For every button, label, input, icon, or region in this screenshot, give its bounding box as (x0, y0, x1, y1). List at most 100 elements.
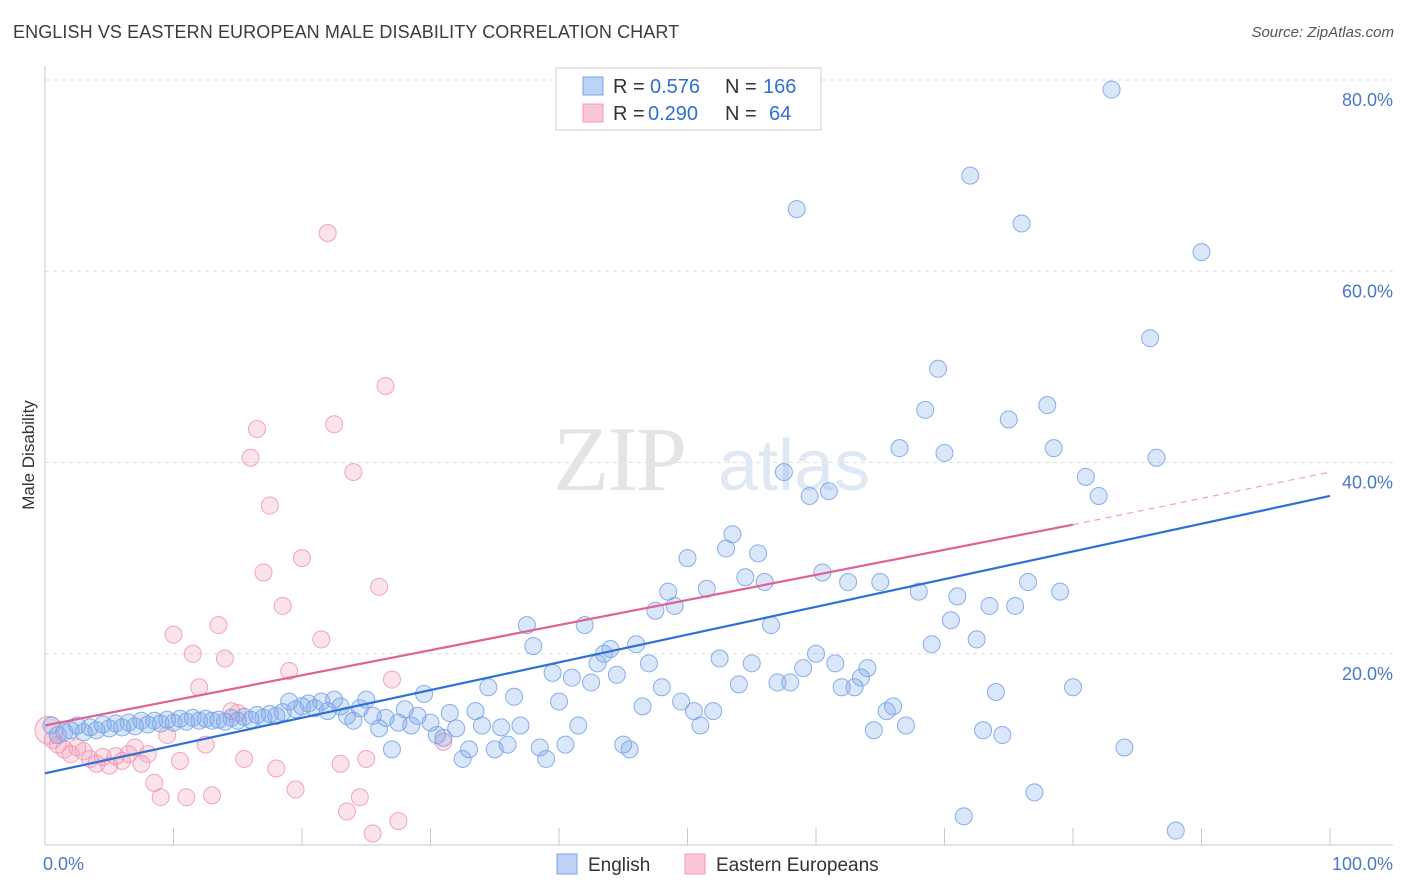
english-point (543, 663, 562, 682)
legend-english-r-label: R = (613, 76, 645, 98)
english-point (704, 702, 723, 721)
english-point (967, 630, 986, 649)
legend-english-icon (556, 853, 578, 875)
legend-eastern-icon (684, 853, 706, 875)
english-point (1012, 214, 1031, 233)
y-tick-label: 20.0% (1342, 664, 1393, 684)
english-point (909, 582, 928, 601)
trend-lines (44, 471, 1331, 775)
english-point (556, 735, 575, 754)
x-tick-label: 100.0% (1332, 854, 1393, 874)
eastern-point (337, 802, 356, 821)
english-point (1019, 573, 1038, 592)
english-point (819, 482, 838, 501)
eastern-point (273, 596, 292, 615)
eastern-point (138, 745, 157, 764)
y-tick-label: 60.0% (1342, 281, 1393, 301)
english-point (325, 690, 344, 709)
english-point (948, 587, 967, 606)
grid-lines (45, 79, 1393, 655)
legend-eastern-swatch (582, 103, 604, 123)
eastern-point (286, 780, 305, 799)
legend-eastern-label: Eastern Europeans (716, 855, 879, 876)
english-point (453, 749, 472, 768)
english-point (864, 721, 883, 740)
eastern-point (203, 786, 222, 805)
axes (44, 66, 1393, 846)
english-point (729, 675, 748, 694)
english-point (582, 673, 601, 692)
english-point (710, 649, 729, 668)
y-tick-label: 40.0% (1342, 473, 1393, 493)
eastern-point (248, 420, 267, 439)
eastern-point (376, 377, 395, 395)
english-point (382, 740, 401, 759)
eastern-point (209, 616, 228, 635)
eastern-point (382, 670, 401, 689)
english-point (672, 692, 691, 711)
english-point (890, 439, 909, 458)
english-point (742, 654, 761, 673)
english-point (691, 716, 710, 735)
english-point (723, 525, 742, 544)
english-point (993, 726, 1012, 745)
english-point (1064, 678, 1082, 697)
eastern-point (215, 649, 234, 668)
english-point (1115, 738, 1134, 757)
english-point (203, 711, 222, 730)
correlation-legend: R = 0.576 N = 166 R = 0.290 N = 64 (555, 67, 822, 131)
eastern-point (357, 749, 376, 768)
english-point (1076, 467, 1095, 486)
english-point (472, 716, 491, 735)
english-trend-line (44, 494, 1331, 775)
eastern-point (325, 415, 344, 434)
english-point (826, 654, 845, 673)
english-point (511, 716, 530, 735)
eastern-point (267, 759, 286, 778)
english-point (961, 166, 980, 185)
english-point (434, 728, 453, 747)
eastern-point (280, 661, 299, 680)
legend-eastern-r-value: 0.290 (648, 103, 698, 125)
english-point (479, 678, 498, 697)
english-point (1044, 439, 1063, 458)
english-point (492, 718, 511, 737)
english-point (941, 611, 960, 630)
english-point (839, 573, 858, 592)
english-point (787, 200, 806, 219)
eastern-point (350, 788, 369, 807)
legend-english-swatch (582, 76, 604, 96)
english-point (1141, 329, 1160, 348)
series-english-points (42, 80, 1211, 840)
english-point (999, 410, 1018, 429)
eastern-point (132, 754, 151, 773)
english-point (370, 719, 389, 738)
english-point (620, 740, 639, 759)
english-point (562, 668, 581, 687)
eastern-point (331, 754, 350, 773)
english-point (1147, 448, 1166, 467)
eastern-point (344, 463, 363, 482)
y-axis-tick-labels: 20.0% 40.0% 60.0% 80.0% (1342, 90, 1393, 684)
eastern-point (260, 496, 279, 515)
y-tick-label: 80.0% (1342, 90, 1393, 110)
eastern-point (254, 563, 273, 582)
english-point (190, 711, 209, 730)
english-point (415, 684, 434, 703)
english-point (607, 665, 626, 684)
english-point (755, 573, 774, 592)
watermark: ZIP atlas (553, 408, 870, 510)
english-point (569, 716, 588, 735)
english-point (832, 678, 851, 697)
eastern-point (235, 749, 254, 768)
english-point (781, 673, 800, 692)
legend-english-label: English (588, 855, 650, 876)
english-point (762, 616, 781, 635)
eastern-point (183, 644, 202, 663)
english-point (1102, 80, 1121, 99)
english-point (884, 697, 903, 716)
eastern-point (312, 630, 331, 649)
english-point (1025, 783, 1044, 802)
y-axis-label: Male Disability (19, 400, 38, 510)
english-point (749, 544, 768, 563)
